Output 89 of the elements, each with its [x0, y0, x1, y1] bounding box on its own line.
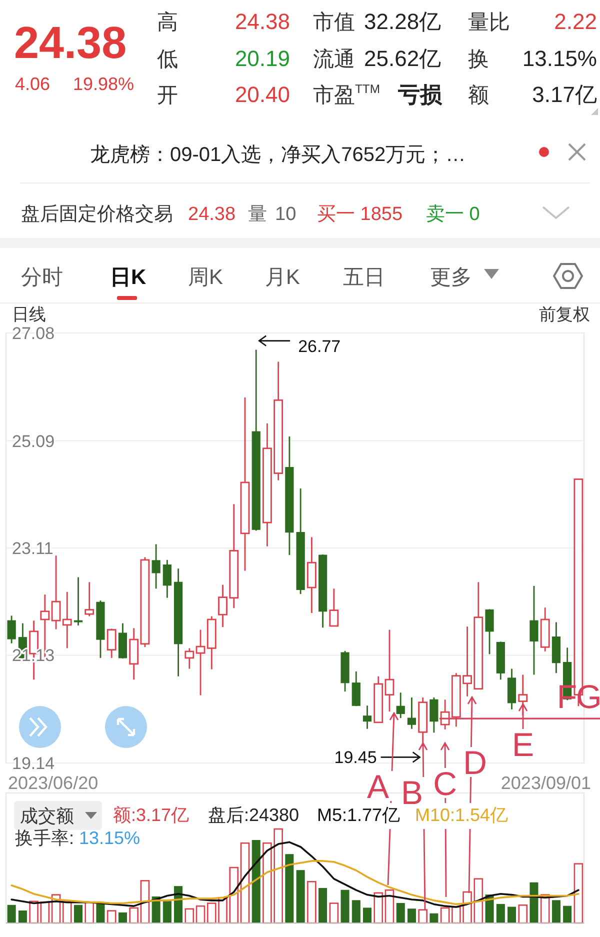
text: 额 [468, 84, 489, 107]
bar [318, 888, 328, 924]
bar [162, 901, 172, 924]
bar [563, 906, 572, 924]
text: 24.38 [234, 9, 290, 34]
bar [307, 880, 316, 924]
bar [129, 907, 138, 924]
bar [252, 840, 260, 924]
text: 19.98% [73, 74, 134, 94]
bar [84, 902, 94, 924]
bar [340, 890, 350, 924]
text: 周K [188, 266, 224, 289]
text: 10 [275, 204, 296, 225]
text: 日K [110, 266, 146, 289]
bar [496, 904, 505, 924]
bar [396, 903, 405, 924]
chart-title: 成交额 [20, 806, 74, 826]
text: 13.15% [522, 46, 597, 71]
bar [440, 907, 450, 924]
annotation: E [512, 726, 534, 762]
text: 更多 [430, 266, 472, 289]
text: 卖一 0 [426, 204, 480, 225]
text: 低 [157, 48, 178, 71]
bar [7, 904, 16, 924]
text: 龙虎榜：09-01入选，净买入7652万元；… [90, 144, 466, 166]
text: 4.06 [15, 74, 50, 94]
annotation: 26.77 [298, 336, 341, 356]
bar [296, 870, 305, 924]
bar [574, 863, 584, 924]
y-tick-label: 27.08 [12, 324, 55, 342]
y-tick-label: 25.09 [12, 431, 55, 450]
text: 市值 [313, 11, 355, 34]
annotation: D [463, 744, 487, 780]
y-tick-label: 19.14 [12, 754, 55, 772]
bar [329, 902, 339, 924]
bar [363, 908, 372, 924]
bar [62, 902, 72, 924]
annotation: 13.15% [79, 828, 140, 848]
bar [29, 900, 38, 924]
text: 量 [248, 204, 267, 225]
chart-title: 日线 [12, 304, 46, 324]
text: 流通 [313, 48, 355, 71]
text: M10:1.54亿 [415, 805, 508, 825]
text: 20.19 [234, 46, 290, 71]
text: 量比 [468, 11, 510, 34]
text: 额:3.17亿 [113, 805, 190, 825]
bar [374, 892, 384, 924]
annotation: 换手率: [15, 828, 74, 848]
text: 24.38 [14, 17, 127, 68]
bar [118, 912, 127, 924]
text: C [433, 764, 457, 802]
text: 换 [468, 48, 489, 71]
text: A [366, 768, 390, 804]
text: 分时 [21, 266, 63, 289]
bar [407, 908, 416, 924]
text: 24.38 [188, 204, 236, 225]
annotation: 19.45 [334, 748, 377, 767]
bar [18, 910, 27, 924]
bar [518, 904, 528, 924]
text: 高 [157, 11, 178, 34]
bar [352, 900, 360, 924]
bar [530, 882, 538, 924]
bar [418, 909, 428, 924]
bar [106, 910, 116, 924]
text: 市盈$^{TTM}$ [313, 82, 380, 107]
bar [96, 903, 105, 924]
bar [285, 854, 294, 924]
bar [196, 905, 206, 924]
text: 20.40 [234, 82, 290, 107]
y-tick-label: 23.11 [12, 538, 54, 558]
text: 月K [265, 266, 300, 289]
bar [552, 900, 560, 924]
text: 盘后:24380 [208, 805, 300, 825]
series-label: M5:1.77亿 [317, 805, 400, 825]
text: 2023/06/20 [8, 773, 98, 793]
text: 五日 [343, 266, 385, 289]
text: 开 [157, 84, 178, 107]
text: 买一 1855 [317, 204, 403, 225]
bar [508, 906, 516, 924]
text: 32.28亿 [364, 9, 442, 34]
text: 25.62亿 [364, 46, 442, 71]
bar [74, 904, 82, 924]
text: 亏损 [397, 82, 443, 107]
bar [430, 913, 438, 924]
text: 3.17亿 [532, 82, 597, 107]
text: 2.22 [554, 9, 597, 34]
text: 2023/09/01 [500, 773, 591, 793]
text: 盘后固定价格交易 [21, 203, 173, 225]
chart-subtitle: 前复权 [539, 304, 590, 324]
